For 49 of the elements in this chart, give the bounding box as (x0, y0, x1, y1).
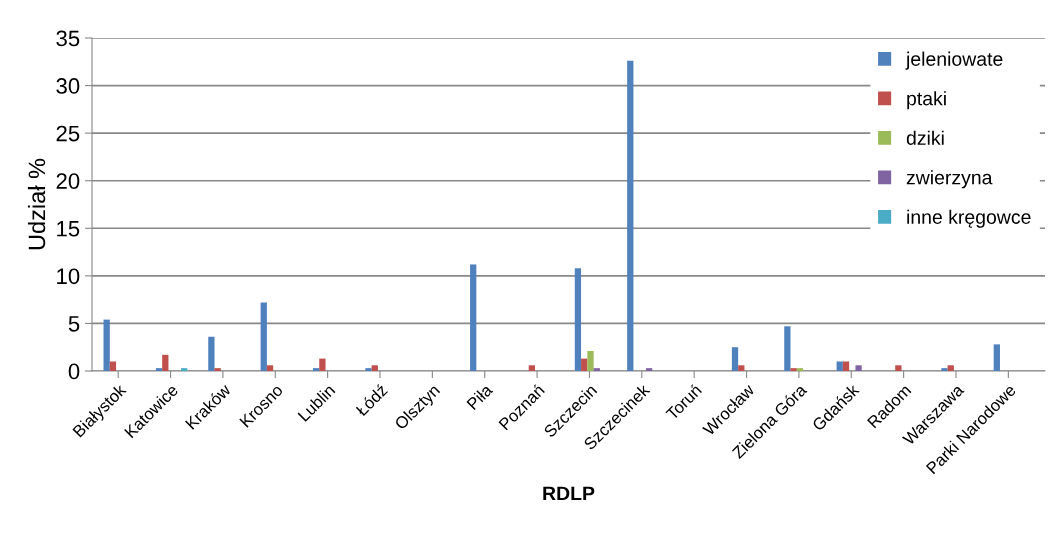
bar (836, 361, 843, 371)
bar (109, 361, 117, 371)
legend-label: zwierzyna (906, 170, 993, 189)
y-tick-label: 25 (56, 125, 80, 142)
y-tick-label: 0 (68, 363, 80, 380)
bar (587, 351, 594, 371)
bar (266, 365, 274, 371)
bar (731, 347, 739, 371)
y-tick-label: 30 (56, 78, 80, 94)
x-axis-title: RDLP (543, 486, 595, 501)
bar (319, 358, 326, 371)
bar (627, 60, 634, 371)
legend-label: jeleniowate (905, 51, 1003, 70)
bar (646, 368, 653, 371)
y-axis-title: Udział % (27, 158, 46, 250)
bar (155, 368, 163, 371)
bar (947, 365, 954, 371)
bar (208, 336, 215, 371)
bar (895, 365, 902, 371)
bar (738, 365, 745, 371)
bar (470, 264, 477, 371)
y-tick-label: 10 (57, 268, 80, 285)
bar (593, 368, 600, 371)
legend-label: inne kręgowce (907, 209, 1031, 228)
y-tick-label: 15 (57, 221, 80, 237)
y-tick-label: 5 (68, 316, 80, 332)
bar (855, 365, 862, 371)
bar (103, 319, 110, 371)
bar (581, 358, 588, 371)
y-tick-label: 20 (56, 173, 80, 189)
bar (528, 365, 535, 371)
legend-label: dziki (906, 130, 944, 145)
bar (941, 368, 948, 371)
y-tick-label: 35 (56, 30, 80, 47)
bar (790, 368, 797, 371)
bar (214, 368, 221, 371)
bar (162, 354, 169, 371)
bar (796, 368, 804, 371)
bar (784, 326, 791, 371)
legend-label: ptaki (907, 91, 946, 110)
bar (181, 368, 188, 371)
bar (260, 302, 267, 371)
x-tick-label: Piła (466, 382, 494, 411)
bar (574, 268, 582, 371)
bar (993, 344, 1000, 371)
bar (312, 368, 320, 371)
bar (371, 365, 378, 371)
bar (842, 361, 850, 371)
bar (365, 368, 372, 371)
